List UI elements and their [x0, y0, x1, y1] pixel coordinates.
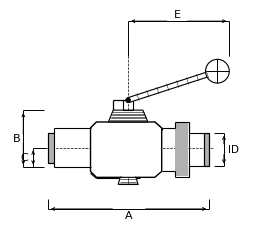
Polygon shape [90, 122, 162, 181]
Text: E: E [174, 10, 181, 20]
Polygon shape [127, 69, 218, 102]
FancyBboxPatch shape [86, 118, 177, 179]
Text: B: B [13, 134, 20, 144]
Polygon shape [48, 133, 54, 162]
Polygon shape [204, 133, 209, 167]
Circle shape [205, 59, 229, 83]
Polygon shape [118, 177, 138, 184]
Text: A: A [125, 211, 133, 221]
Text: ID: ID [228, 145, 239, 155]
Polygon shape [174, 123, 188, 176]
Circle shape [126, 98, 131, 103]
Polygon shape [108, 110, 148, 122]
Polygon shape [48, 134, 53, 162]
Text: C: C [21, 153, 28, 162]
